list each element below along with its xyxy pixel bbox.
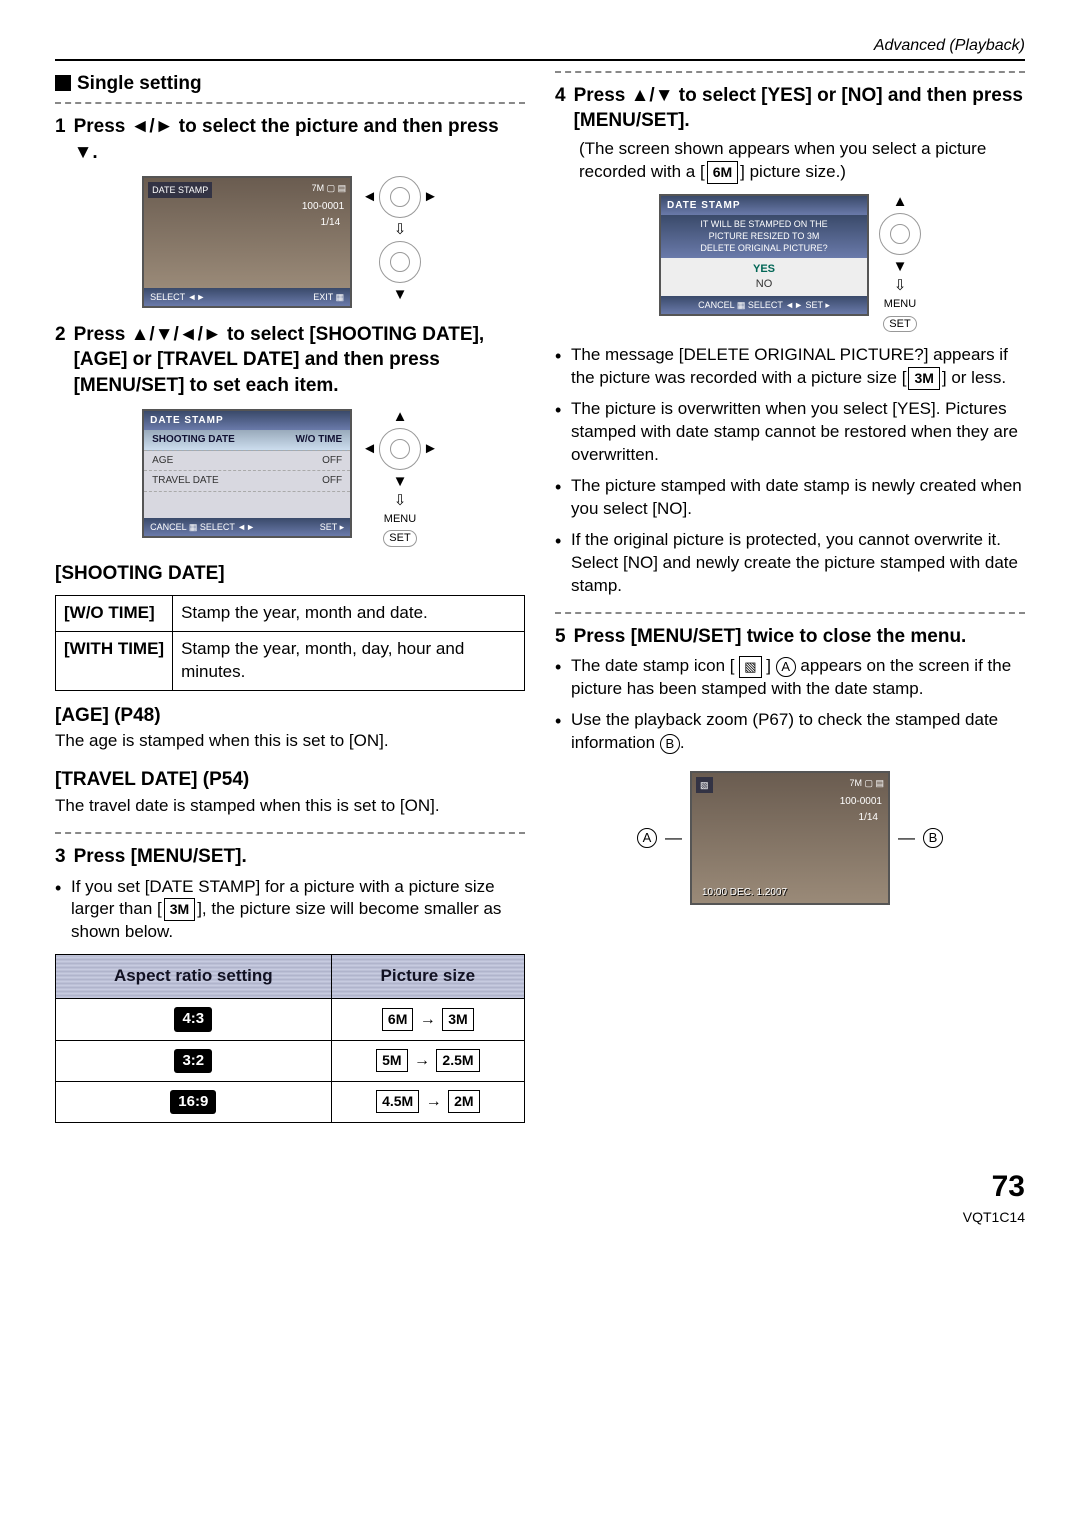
list-item: The message [DELETE ORIGINAL PICTURE?] a…	[555, 344, 1025, 390]
aspect-ratio-table: Aspect ratio setting Picture size 4:3 6M…	[55, 954, 525, 1123]
divider	[555, 612, 1025, 614]
square-icon	[55, 75, 71, 91]
label-a-icon: A	[776, 657, 796, 677]
list-item: The picture is overwritten when you sele…	[555, 398, 1025, 467]
travel-date-heading: [TRAVEL DATE] (P54)	[55, 767, 525, 793]
step4-figure: DATE STAMP IT WILL BE STAMPED ON THE PIC…	[555, 194, 1025, 333]
joystick-graphic: ▲ ▼ ⇩ MENU SET	[879, 194, 921, 333]
step5-bullets: The date stamp icon [ ▧ ] A appears on t…	[555, 655, 1025, 755]
age-heading: [AGE] (P48)	[55, 703, 525, 729]
list-item: The picture stamped with date stamp is n…	[555, 475, 1025, 521]
divider	[555, 71, 1025, 73]
left-column: Single setting 1 Press ◄/► to select the…	[55, 71, 525, 1137]
step-title: Press ▲/▼/◄/► to select [SHOOTING DATE],…	[74, 322, 525, 399]
date-stamp-icon: ▧	[739, 656, 761, 678]
divider	[55, 102, 525, 104]
single-setting-heading: Single setting	[55, 71, 525, 97]
step-5: 5 Press [MENU/SET] twice to close the me…	[555, 624, 1025, 905]
list-item: If the original picture is protected, yo…	[555, 529, 1025, 598]
step5-figure: A — ▧ 7M ▢ ▤ 100-0001 1/14 10:00 DEC. 1.…	[555, 771, 1025, 905]
divider	[55, 832, 525, 834]
breadcrumb: Advanced (Playback)	[55, 35, 1025, 61]
step1-figure: DATE STAMP 7M ▢ ▤ 100-0001 1/14 SELECT ◄…	[55, 176, 525, 308]
step4-bullets: The message [DELETE ORIGINAL PICTURE?] a…	[555, 344, 1025, 597]
list-item: Use the playback zoom (P67) to check the…	[555, 709, 1025, 755]
section-title: Single setting	[77, 71, 202, 97]
right-column: 4 Press ▲/▼ to select [YES] or [NO] and …	[555, 71, 1025, 1137]
step-title: Press ◄/► to select the picture and then…	[74, 114, 525, 165]
shooting-date-heading: [SHOOTING DATE]	[55, 561, 525, 587]
step-3: 3 Press [MENU/SET]. If you set [DATE STA…	[55, 844, 525, 1123]
step-number: 5	[555, 624, 566, 650]
travel-date-text: The travel date is stamped when this is …	[55, 795, 525, 818]
shooting-date-table: [W/O TIME]Stamp the year, month and date…	[55, 595, 525, 691]
joystick-graphic: ▲ ◄► ▼ ⇩ MENU SET	[362, 409, 438, 548]
step-title: Press ▲/▼ to select [YES] or [NO] and th…	[574, 83, 1025, 134]
list-item: The date stamp icon [ ▧ ] A appears on t…	[555, 655, 1025, 701]
lcd-result-screen: ▧ 7M ▢ ▤ 100-0001 1/14 10:00 DEC. 1.2007	[690, 771, 890, 905]
step-2: 2 Press ▲/▼/◄/► to select [SHOOTING DATE…	[55, 322, 525, 548]
step-number: 4	[555, 83, 566, 134]
lcd-screen: DATE STAMP 7M ▢ ▤ 100-0001 1/14 SELECT ◄…	[142, 176, 352, 308]
step4-subtext: (The screen shown appears when you selec…	[555, 138, 1025, 184]
page-footer: 73 VQT1C14	[55, 1167, 1025, 1226]
step-number: 3	[55, 844, 66, 870]
step-1: 1 Press ◄/► to select the picture and th…	[55, 114, 525, 307]
callout-a: A	[637, 828, 657, 848]
step-4: 4 Press ▲/▼ to select [YES] or [NO] and …	[555, 83, 1025, 598]
page-number: 73	[55, 1167, 1025, 1208]
step-title: Press [MENU/SET] twice to close the menu…	[574, 624, 1025, 650]
step-number: 2	[55, 322, 66, 399]
lcd-confirm-screen: DATE STAMP IT WILL BE STAMPED ON THE PIC…	[659, 194, 869, 316]
table-row: 3:2 5M → 2.5M	[56, 1040, 525, 1081]
step-number: 1	[55, 114, 66, 165]
step2-figure: DATE STAMP SHOOTING DATEW/O TIME AGEOFF …	[55, 409, 525, 548]
step3-note: If you set [DATE STAMP] for a picture wi…	[55, 876, 525, 945]
joystick-graphic: ◄► ⇩ ▼	[362, 176, 438, 302]
callout-b: B	[923, 828, 943, 848]
table-row: 16:9 4.5M → 2M	[56, 1081, 525, 1122]
age-text: The age is stamped when this is set to […	[55, 730, 525, 753]
label-b-icon: B	[660, 734, 680, 754]
doc-code: VQT1C14	[55, 1208, 1025, 1227]
lcd-menu-screen: DATE STAMP SHOOTING DATEW/O TIME AGEOFF …	[142, 409, 352, 538]
step-title: Press [MENU/SET].	[74, 844, 525, 870]
table-row: 4:3 6M → 3M	[56, 999, 525, 1040]
